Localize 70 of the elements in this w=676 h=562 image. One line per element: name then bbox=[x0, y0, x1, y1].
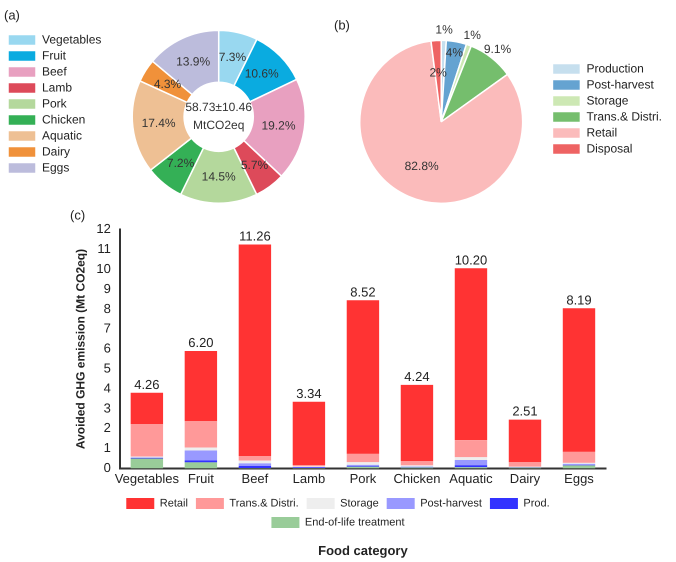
x-tick-label: Pork bbox=[350, 470, 377, 486]
data-label: 1% bbox=[435, 22, 454, 37]
legend-label: Eggs bbox=[42, 160, 70, 174]
y-tick-label: 1 bbox=[104, 440, 111, 456]
annotation: 8.19 bbox=[566, 292, 592, 308]
data-label: 10.6% bbox=[244, 66, 280, 81]
x-tick-label: Lamb bbox=[292, 470, 326, 486]
x-tick-label: Eggs bbox=[564, 470, 594, 486]
legend-label: Trans.& Distri. bbox=[229, 498, 299, 510]
y-tick-label: 11 bbox=[97, 241, 111, 256]
text: 58.73±10.46 bbox=[185, 100, 252, 114]
legend-label: Chicken bbox=[42, 112, 86, 126]
y-tick-label: 4 bbox=[104, 380, 111, 396]
annotation: 3.34 bbox=[296, 386, 322, 401]
x-tick-label: Chicken bbox=[393, 470, 440, 486]
y-tick-label: 7 bbox=[104, 320, 111, 336]
annotation: 6.20 bbox=[188, 335, 214, 350]
legend-label: Retail bbox=[586, 125, 618, 140]
chart-title: (c) bbox=[70, 207, 86, 222]
legend-label: Pork bbox=[42, 96, 68, 110]
x-tick-label: Dairy bbox=[510, 470, 541, 486]
legend-label: End-of-life treatment bbox=[304, 516, 405, 529]
annotation: 2.51 bbox=[512, 404, 538, 419]
data-label: 82.8% bbox=[404, 158, 439, 173]
y-tick-label: 2 bbox=[104, 420, 111, 436]
legend-label: Trans.& Distri. bbox=[586, 109, 662, 124]
legend-label: Storage bbox=[340, 498, 379, 510]
y-axis-title: Avoided GHG emission (Mt CO2eq) bbox=[74, 248, 88, 450]
data-label: 7.3% bbox=[218, 50, 246, 64]
data-label: 9.1% bbox=[484, 42, 512, 56]
legend-label: Disposal bbox=[586, 141, 632, 156]
annotation: 11.26 bbox=[239, 228, 271, 244]
x-tick-label: Vegetables bbox=[114, 470, 180, 486]
y-tick-label: 10 bbox=[96, 260, 111, 276]
data-label: 14.5% bbox=[202, 170, 236, 184]
annotation: 10.20 bbox=[454, 252, 488, 268]
legend-label: Aquatic bbox=[42, 128, 82, 142]
legend-label: Post-harvest bbox=[420, 498, 482, 510]
legend-label: Prod. bbox=[523, 498, 550, 510]
data-label: 7.2% bbox=[166, 156, 195, 170]
y-tick-label: 12 bbox=[96, 221, 111, 236]
annotation: 8.52 bbox=[350, 284, 376, 300]
text: MtCO2eq bbox=[193, 118, 244, 132]
legend-label: Vegetables bbox=[42, 32, 102, 46]
legend-label: Retail bbox=[160, 498, 188, 510]
chart-title: (a) bbox=[4, 7, 20, 22]
y-tick-label: 8 bbox=[104, 300, 111, 316]
legend-label: Post-harvest bbox=[586, 77, 654, 92]
data-label: 1% bbox=[464, 28, 482, 42]
x-axis-title: Food category bbox=[318, 543, 408, 558]
legend-label: Fruit bbox=[42, 48, 67, 62]
y-tick-label: 5 bbox=[104, 360, 111, 376]
y-tick-label: 6 bbox=[104, 340, 111, 356]
y-tick-label: 9 bbox=[104, 280, 111, 296]
legend-label: Dairy bbox=[42, 144, 70, 158]
legend-label: Lamb bbox=[42, 80, 72, 94]
y-tick-label: 0 bbox=[104, 460, 111, 475]
legend-label: Storage bbox=[586, 93, 629, 108]
x-tick-label: Aquatic bbox=[449, 470, 494, 486]
chart-title: (b) bbox=[334, 17, 350, 32]
annotation: 4.26 bbox=[134, 376, 160, 392]
legend-label: Production bbox=[586, 61, 644, 76]
legend-label: Beef bbox=[42, 64, 68, 78]
annotation: 4.24 bbox=[404, 368, 430, 384]
y-tick-label: 3 bbox=[104, 400, 111, 416]
data-label: 19.2% bbox=[261, 118, 296, 132]
x-tick-label: Beef bbox=[242, 470, 269, 486]
data-label: 17.4% bbox=[142, 116, 176, 130]
x-tick-label: Fruit bbox=[188, 470, 214, 486]
data-label: 13.9% bbox=[176, 54, 210, 68]
